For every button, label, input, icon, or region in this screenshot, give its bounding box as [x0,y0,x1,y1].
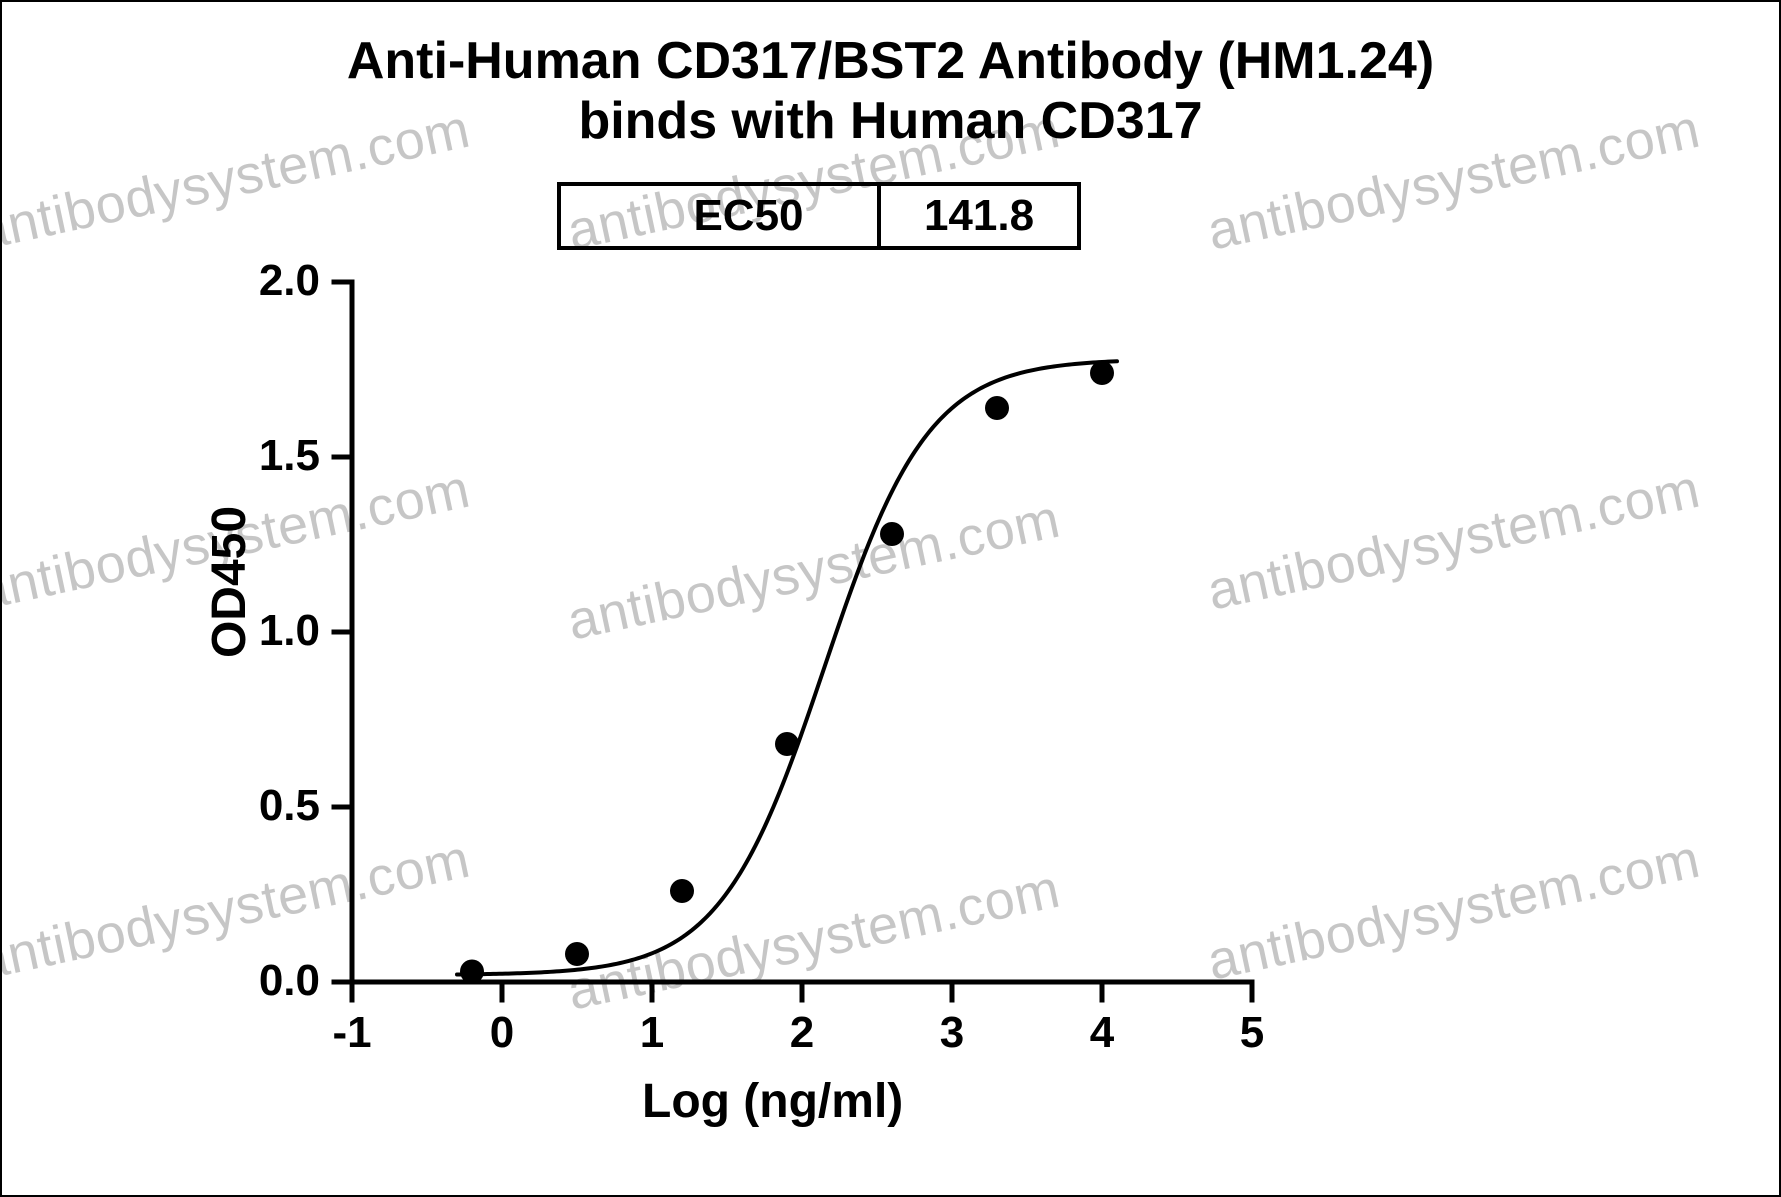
ec50-table: EC50 141.8 [557,182,1081,250]
data-point [985,396,1009,420]
ec50-value-cell: 141.8 [879,184,1079,248]
x-tick-label: 0 [472,1008,532,1058]
ec50-label-cell: EC50 [559,184,879,248]
x-tick-label: 5 [1222,1008,1282,1058]
y-tick-label: 2.0 [259,256,320,306]
y-tick-label: 0.5 [259,781,320,831]
fitted-curve [457,361,1117,974]
x-tick-label: 1 [622,1008,682,1058]
chart-title-line2: binds with Human CD317 [2,92,1779,152]
y-tick-label: 1.0 [259,606,320,656]
chart-title-line1: Anti-Human CD317/BST2 Antibody (HM1.24) [2,32,1779,92]
x-tick-label: 2 [772,1008,832,1058]
data-point [775,732,799,756]
binding-curve-chart [312,242,1292,1022]
x-tick-label: 3 [922,1008,982,1058]
data-point [565,942,589,966]
data-point [880,522,904,546]
x-tick-label: -1 [322,1008,382,1058]
x-tick-label: 4 [1072,1008,1132,1058]
data-point [670,879,694,903]
y-tick-label: 1.5 [259,431,320,481]
chart-title: Anti-Human CD317/BST2 Antibody (HM1.24) … [2,32,1779,152]
x-axis-label: Log (ng/ml) [642,1074,903,1129]
data-point [1090,361,1114,385]
y-axis-label: OD450 [202,432,257,732]
y-tick-label: 0.0 [259,956,320,1006]
data-point [460,960,484,984]
